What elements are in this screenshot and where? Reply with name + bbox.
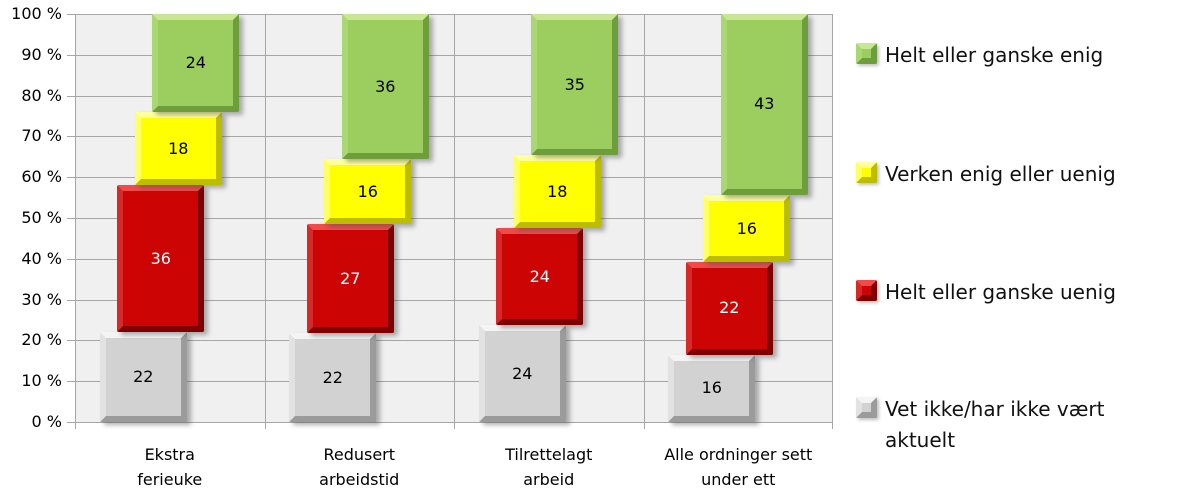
legend-swatch-icon bbox=[856, 162, 877, 183]
gridline-vertical bbox=[832, 14, 833, 422]
y-axis-label: 80 % bbox=[21, 85, 62, 105]
bar-segment: 22 bbox=[685, 262, 773, 355]
bar-segment: 16 bbox=[703, 194, 791, 263]
bar-data-label: 18 bbox=[547, 181, 568, 201]
x-axis-category-label: Redusert arbeidstid bbox=[319, 445, 400, 489]
y-axis-tick bbox=[67, 422, 75, 423]
x-axis-tick bbox=[832, 422, 833, 429]
legend-item: Verken enig eller uenig bbox=[856, 159, 1116, 190]
x-axis-tick bbox=[264, 422, 266, 429]
bar-segment: 22 bbox=[289, 333, 377, 422]
bar-data-label: 18 bbox=[168, 138, 189, 158]
y-axis-label: 0 % bbox=[31, 412, 62, 431]
bar-data-label: 24 bbox=[512, 363, 533, 383]
x-axis-category-label: Alle ordninger sett under ett bbox=[664, 445, 813, 489]
y-axis-tick bbox=[67, 95, 75, 97]
y-axis-tick bbox=[67, 299, 75, 301]
bar-data-label: 35 bbox=[564, 74, 585, 94]
plot-area: 22 36 18 24 22 27 16 36 24 24 18 35 16 22 16 43 bbox=[75, 14, 833, 423]
bar-segment: 18 bbox=[513, 155, 601, 229]
legend-label: Helt eller ganske enig bbox=[885, 43, 1104, 67]
legend-item: Helt eller ganske uenig bbox=[856, 277, 1116, 308]
bar-data-label: 16 bbox=[357, 181, 378, 201]
x-axis-category-label: Ekstra ferieuke bbox=[137, 445, 203, 489]
bar-segment: 16 bbox=[324, 159, 412, 225]
legend-swatch-icon bbox=[856, 280, 877, 301]
bar-data-label: 43 bbox=[754, 94, 775, 114]
bar-segment: 36 bbox=[117, 185, 205, 333]
y-axis-tick bbox=[67, 136, 75, 138]
y-axis-label: 30 % bbox=[21, 289, 62, 309]
y-axis-tick bbox=[67, 14, 75, 15]
y-axis-label: 40 % bbox=[21, 248, 62, 268]
bar-data-label: 22 bbox=[133, 367, 154, 387]
y-axis-tick bbox=[67, 258, 75, 260]
x-axis-category-label: Tilrettelagt arbeid bbox=[505, 445, 593, 489]
gridline-vertical bbox=[454, 14, 455, 422]
bar-segment: 24 bbox=[496, 228, 584, 326]
y-axis-label: 10 % bbox=[21, 371, 62, 391]
x-axis-tick bbox=[75, 422, 76, 429]
y-axis-tick bbox=[67, 54, 75, 56]
y-axis-label: 70 % bbox=[21, 126, 62, 146]
bar-data-label: 36 bbox=[375, 76, 396, 96]
bar-data-label: 16 bbox=[736, 218, 757, 238]
gridline-vertical bbox=[75, 14, 76, 422]
bar-data-label: 36 bbox=[150, 248, 171, 268]
y-axis-label: 60 % bbox=[21, 167, 62, 187]
gridline-vertical bbox=[264, 14, 266, 422]
bar-segment: 36 bbox=[341, 14, 429, 160]
bar-segment: 35 bbox=[531, 14, 619, 156]
bar-segment: 16 bbox=[668, 354, 756, 422]
bar-segment: 43 bbox=[720, 14, 808, 195]
y-axis-label: 100 % bbox=[11, 4, 62, 23]
bar-segment: 18 bbox=[134, 111, 222, 186]
bar-data-label: 27 bbox=[340, 268, 361, 288]
legend-label: Verken enig eller uenig bbox=[885, 162, 1116, 186]
y-axis-label: 90 % bbox=[21, 44, 62, 64]
y-axis-tick bbox=[67, 177, 75, 179]
y-axis-tick bbox=[67, 381, 75, 383]
bar-data-label: 24 bbox=[529, 266, 550, 286]
bar-data-label: 16 bbox=[701, 378, 722, 398]
x-axis-tick bbox=[454, 422, 455, 429]
bar-segment: 22 bbox=[99, 332, 187, 422]
bar-segment: 27 bbox=[306, 224, 394, 334]
legend-swatch-icon bbox=[856, 397, 877, 418]
y-axis-tick bbox=[67, 340, 75, 342]
y-axis-tick bbox=[67, 218, 75, 219]
x-axis-tick bbox=[643, 422, 645, 429]
y-axis-label: 20 % bbox=[21, 330, 62, 350]
gridline-vertical bbox=[643, 14, 645, 422]
bar-data-label: 24 bbox=[185, 52, 206, 72]
bar-segment: 24 bbox=[152, 14, 240, 112]
bar-segment: 24 bbox=[478, 325, 566, 422]
bar-data-label: 22 bbox=[322, 367, 343, 387]
legend-item: Helt eller ganske enig bbox=[856, 40, 1103, 71]
legend-swatch-icon bbox=[856, 43, 877, 64]
legend-item: Vet ikke/har ikke vært aktuelt bbox=[856, 394, 1172, 456]
bar-data-label: 22 bbox=[719, 298, 740, 318]
legend-label: Vet ikke/har ikke vært aktuelt bbox=[885, 397, 1105, 452]
y-axis-label: 50 % bbox=[21, 208, 62, 227]
legend-label: Helt eller ganske uenig bbox=[885, 280, 1116, 304]
